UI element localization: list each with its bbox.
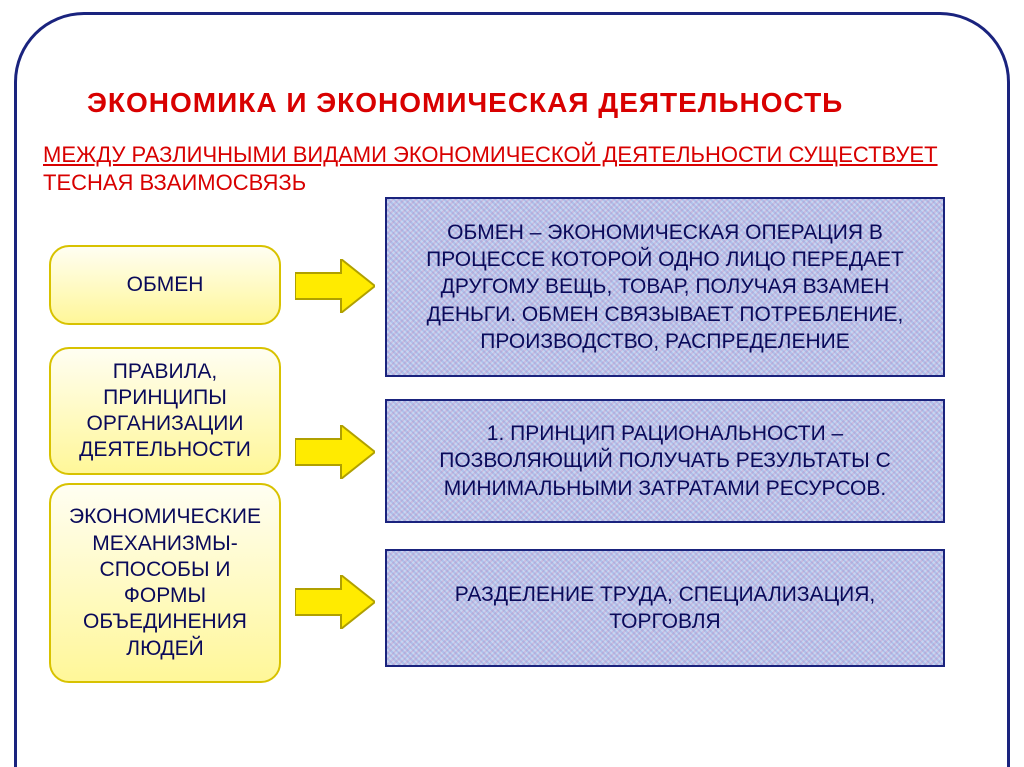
left-box-mechanisms: ЭКОНОМИЧЕСКИЕ МЕХАНИЗМЫ- СПОСОБЫ И ФОРМЫ… <box>49 483 281 683</box>
right-box-rationality: 1. ПРИНЦИП РАЦИОНАЛЬНОСТИ – ПОЗВОЛЯЮЩИЙ … <box>385 399 945 523</box>
subtitle-underlined: МЕЖДУ РАЗЛИЧНЫМИ ВИДАМИ ЭКОНОМИЧЕСКОЙ ДЕ… <box>43 142 938 167</box>
slide-subtitle: МЕЖДУ РАЗЛИЧНЫМИ ВИДАМИ ЭКОНОМИЧЕСКОЙ ДЕ… <box>43 141 981 196</box>
right-box-text: 1. ПРИНЦИП РАЦИОНАЛЬНОСТИ – ПОЗВОЛЯЮЩИЙ … <box>403 420 927 502</box>
right-box-text: ОБМЕН – ЭКОНОМИЧЕСКАЯ ОПЕРАЦИЯ В ПРОЦЕСС… <box>403 219 927 355</box>
left-box-exchange: ОБМЕН <box>49 245 281 325</box>
right-box-text: РАЗДЕЛЕНИЕ ТРУДА, СПЕЦИАЛИЗАЦИЯ, ТОРГОВЛ… <box>403 581 927 636</box>
subtitle-rest: ТЕСНАЯ ВЗАИМОСВЯЗЬ <box>43 170 306 195</box>
right-box-division: РАЗДЕЛЕНИЕ ТРУДА, СПЕЦИАЛИЗАЦИЯ, ТОРГОВЛ… <box>385 549 945 667</box>
slide-frame: ЭКОНОМИКА И ЭКОНОМИЧЕСКАЯ ДЕЯТЕЛЬНОСТЬ М… <box>14 12 1010 767</box>
arrow-icon <box>295 259 375 313</box>
left-box-label: ОБМЕН <box>127 272 204 298</box>
arrow-icon <box>295 575 375 629</box>
left-box-rules: ПРАВИЛА, ПРИНЦИПЫ ОРГАНИЗАЦИИ ДЕЯТЕЛЬНОС… <box>49 347 281 475</box>
arrow-icon <box>295 425 375 479</box>
left-box-label: ПРАВИЛА, ПРИНЦИПЫ ОРГАНИЗАЦИИ ДЕЯТЕЛЬНОС… <box>59 359 271 464</box>
left-box-label: ЭКОНОМИЧЕСКИЕ МЕХАНИЗМЫ- СПОСОБЫ И ФОРМЫ… <box>59 504 271 662</box>
right-box-exchange: ОБМЕН – ЭКОНОМИЧЕСКАЯ ОПЕРАЦИЯ В ПРОЦЕСС… <box>385 197 945 377</box>
slide-title: ЭКОНОМИКА И ЭКОНОМИЧЕСКАЯ ДЕЯТЕЛЬНОСТЬ <box>87 87 937 119</box>
